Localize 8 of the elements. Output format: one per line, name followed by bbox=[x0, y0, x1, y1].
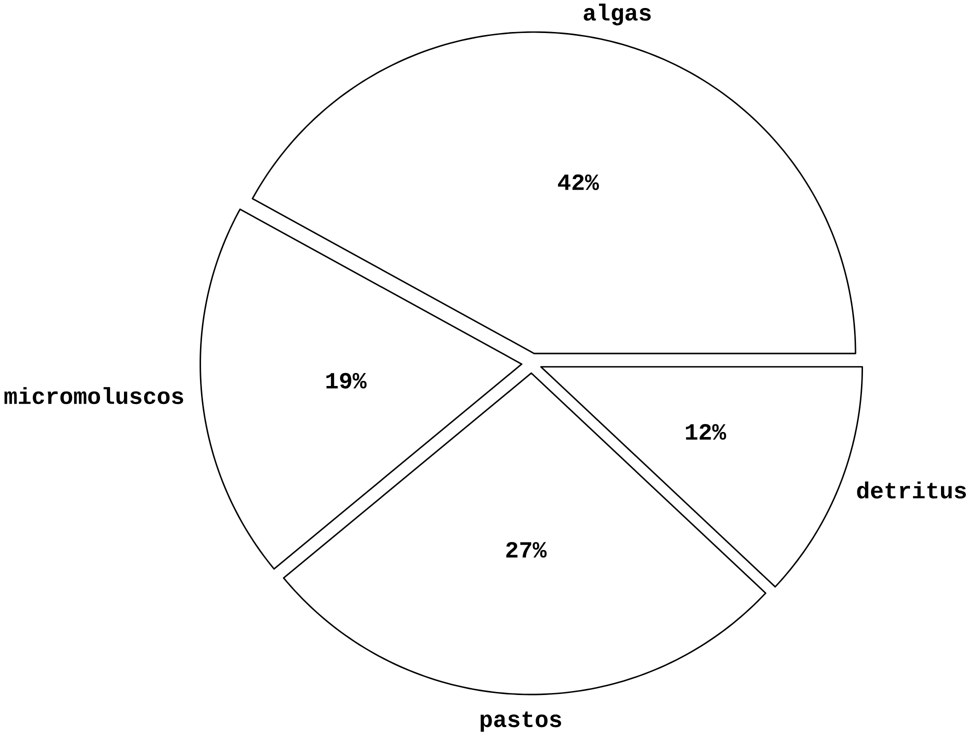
slice-label: pastos bbox=[480, 711, 562, 732]
data-label: 42% bbox=[558, 174, 599, 190]
data-label: 19% bbox=[326, 372, 367, 388]
data-label: 12% bbox=[686, 424, 726, 440]
data-label: 27% bbox=[506, 542, 547, 558]
slice-label: algas bbox=[584, 3, 651, 26]
slice-label: micromoluscos bbox=[4, 386, 184, 404]
slice-label: detritus bbox=[857, 481, 966, 498]
